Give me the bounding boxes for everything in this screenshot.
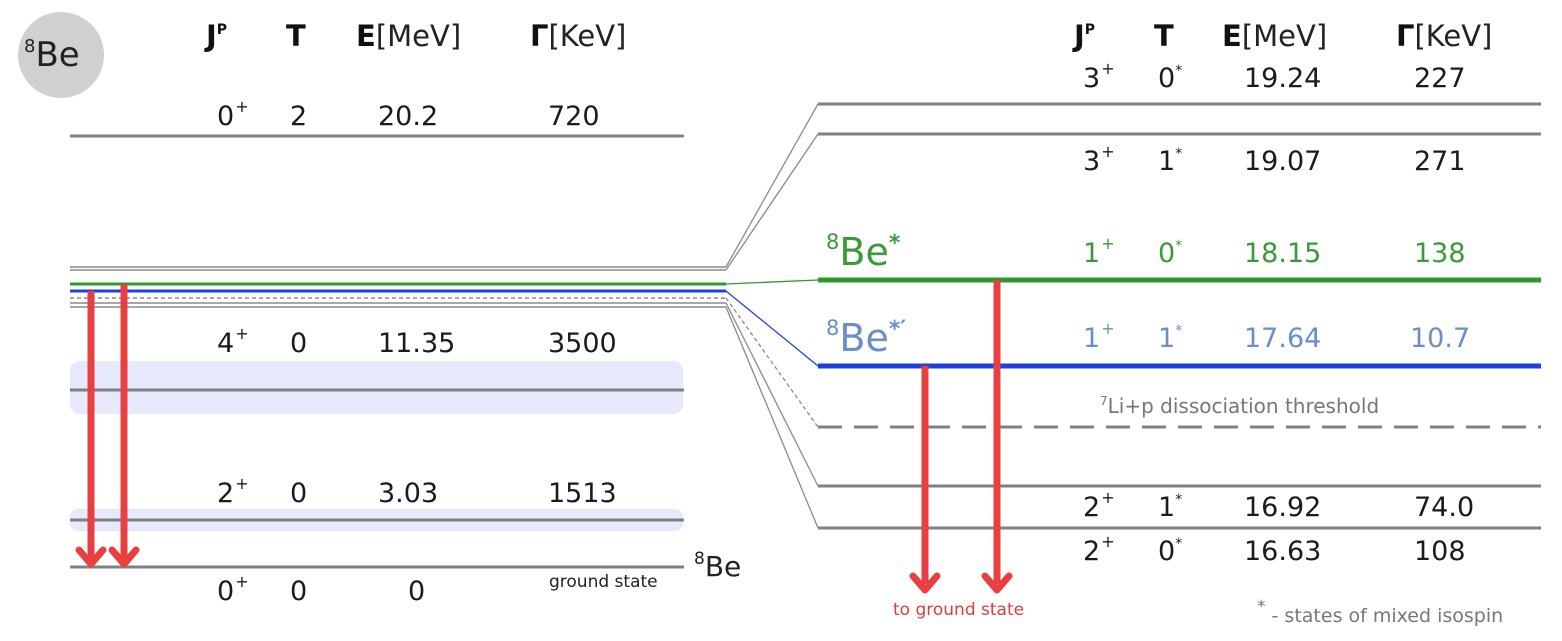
header-t-right: T xyxy=(1154,19,1174,53)
e-value: 16.63 xyxy=(1244,536,1322,567)
connector-17-64 xyxy=(725,290,819,367)
connector-19-07 xyxy=(725,133,819,271)
width-value: 3500 xyxy=(548,328,617,359)
t-value: 0 xyxy=(290,478,308,509)
jp-value: 2+ xyxy=(1083,532,1115,567)
jp-value: 2+ xyxy=(1083,488,1115,523)
width-value: 1513 xyxy=(548,478,617,509)
mixed-isospin-note: * - states of mixed isospin xyxy=(1257,597,1504,627)
dissociation-threshold-label: 7Li+p dissociation threshold xyxy=(1100,394,1380,418)
e-value: 19.24 xyxy=(1244,63,1322,94)
jp-value: 2+ xyxy=(217,474,249,509)
arrow-right-1 xyxy=(909,366,941,594)
jp-value: 4+ xyxy=(217,324,249,359)
e-value: 11.35 xyxy=(378,328,456,359)
header-e-left: E[MeV] xyxy=(356,19,462,53)
jp-value: 3+ xyxy=(1083,142,1115,177)
e-value: 0 xyxy=(408,576,426,607)
e-value: 3.03 xyxy=(378,478,439,509)
jp-value: 1+ xyxy=(1083,319,1115,354)
arrow-left-2 xyxy=(108,284,140,568)
arrow-left-1 xyxy=(75,291,107,568)
jp-value: 0+ xyxy=(217,97,249,132)
t-value: 1* xyxy=(1158,146,1183,177)
ground-state-label: 8Be xyxy=(694,549,742,583)
to-ground-state-label: to ground state xyxy=(893,600,1025,620)
e-value: 16.92 xyxy=(1244,492,1322,523)
jp-value: 0+ xyxy=(217,572,249,607)
t-value: 0 xyxy=(290,576,308,607)
width-value: 108 xyxy=(1414,536,1466,567)
connector-16-63 xyxy=(725,306,819,529)
width-value: 271 xyxy=(1414,146,1466,177)
header-jp-left: JP xyxy=(206,19,228,53)
t-value: 0 xyxy=(290,328,308,359)
e-value: 18.15 xyxy=(1244,238,1322,269)
be-star-label: 8Be* xyxy=(826,230,901,274)
header-w-right: Γ[KeV] xyxy=(1396,19,1493,53)
e-value: 17.64 xyxy=(1244,323,1322,354)
nucleus-badge-label: 8Be xyxy=(24,35,80,75)
jp-value: 3+ xyxy=(1083,59,1115,94)
connector-threshold xyxy=(725,297,819,428)
t-value: 2 xyxy=(290,101,308,132)
jp-value: 1+ xyxy=(1083,234,1115,269)
connector-16-92 xyxy=(725,302,819,487)
ground-state-note: ground state xyxy=(549,572,658,592)
t-value: 1* xyxy=(1158,492,1183,523)
arrow-right-2 xyxy=(981,280,1013,594)
be-star-prime-label: 8Be*′ xyxy=(826,316,907,360)
t-value: 1* xyxy=(1158,323,1183,354)
width-value: 227 xyxy=(1414,63,1466,94)
connector-18-15 xyxy=(725,279,819,285)
header-w-left: Γ[KeV] xyxy=(530,19,627,53)
nucleus-badge xyxy=(18,12,104,98)
header-jp-right: JP xyxy=(1074,19,1096,53)
t-value: 0* xyxy=(1158,63,1183,94)
e-value: 19.07 xyxy=(1244,146,1322,177)
band-4plus xyxy=(70,361,683,414)
width-value: 138 xyxy=(1414,238,1466,269)
t-value: 0* xyxy=(1158,238,1183,269)
e-value: 20.2 xyxy=(378,101,439,132)
width-value: 10.7 xyxy=(1410,323,1471,354)
header-e-right: E[MeV] xyxy=(1222,19,1328,53)
connector-19-24 xyxy=(725,103,819,268)
t-value: 0* xyxy=(1158,536,1183,567)
width-value: 720 xyxy=(548,101,600,132)
width-value: 74.0 xyxy=(1414,492,1475,523)
header-t-left: T xyxy=(286,19,306,53)
